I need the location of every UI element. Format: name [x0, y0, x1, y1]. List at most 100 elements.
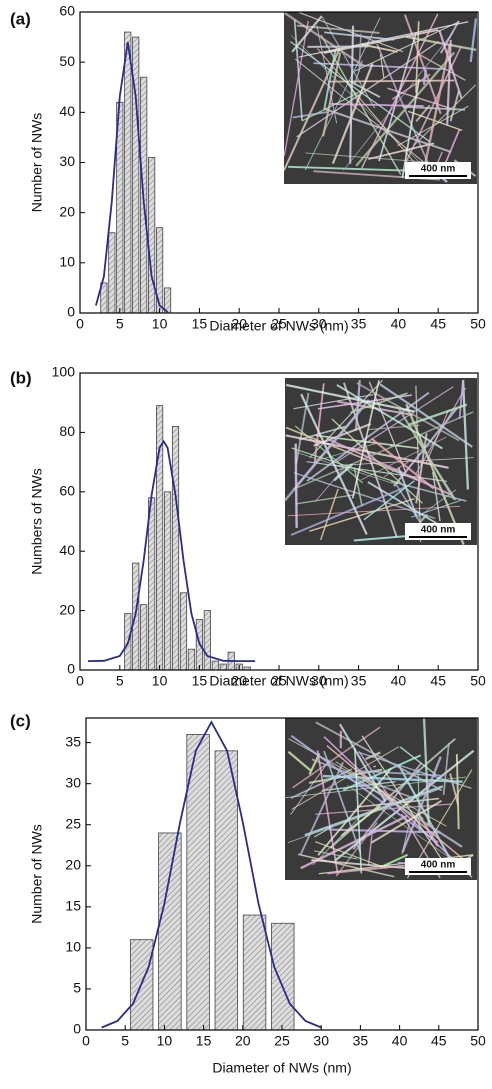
nanowire [292, 411, 474, 491]
nanowire [330, 103, 424, 107]
y-tick-label: 10 [65, 939, 81, 955]
nanowire [331, 63, 374, 165]
x-tick-label: 15 [192, 316, 208, 332]
y-tick-label: 60 [59, 3, 75, 19]
nanowire [351, 380, 380, 499]
y-tick-label: 15 [65, 898, 81, 914]
nanowire [301, 90, 363, 122]
x-tick-label: 0 [82, 1033, 90, 1049]
x-tick-label: 40 [392, 1033, 408, 1049]
nanowire [356, 778, 463, 848]
nanowire [322, 52, 342, 137]
nanowire [293, 394, 374, 410]
bar [140, 604, 148, 671]
bar [187, 648, 196, 671]
x-tick-label: 5 [116, 316, 124, 332]
nanowire [314, 465, 346, 502]
nanowire [420, 54, 466, 81]
nanowire [293, 472, 436, 520]
nanowire [365, 751, 381, 761]
nanowire [300, 393, 368, 535]
nanowire [329, 79, 455, 83]
x-tick-label: 35 [351, 673, 367, 689]
nanowire [291, 447, 400, 484]
scale-label: 400 nm [421, 860, 456, 871]
nanowire [306, 461, 447, 483]
nanowire [343, 31, 454, 171]
y-tick-label: 10 [59, 254, 75, 270]
nanowire [401, 823, 410, 855]
inset-texture [284, 379, 474, 546]
y-tick-label: 20 [59, 601, 75, 617]
nanowire [287, 750, 312, 772]
y-tick-label: 60 [59, 483, 75, 499]
nanowire [360, 436, 447, 481]
nanowire [297, 853, 395, 878]
x-tick-label: 25 [271, 673, 287, 689]
nanowire [318, 854, 473, 875]
nanowire [350, 81, 381, 98]
y-tick-label: 0 [67, 304, 75, 320]
y-tick-label: 80 [59, 423, 75, 439]
y-tick-label: 40 [59, 542, 75, 558]
bar [148, 157, 156, 314]
nanowire [449, 773, 459, 806]
nanowire [349, 25, 355, 164]
nanowire [291, 746, 400, 810]
nanowire [361, 735, 449, 870]
fit-curve [95, 41, 169, 313]
bar [271, 922, 295, 1031]
nanowire [405, 403, 465, 546]
nanowire [288, 165, 407, 172]
nanowire [339, 723, 387, 803]
fit-curve [87, 439, 256, 662]
x-tick-label: 10 [157, 1033, 173, 1049]
x-tick-label: 10 [152, 316, 168, 332]
nanowire [290, 759, 331, 815]
nanowire [340, 805, 382, 837]
x-axis-label: Diameter of NWs (nm) [209, 318, 348, 334]
x-axis-label: Diameter of NWs (nm) [209, 673, 348, 689]
panel-label: (c) [10, 711, 31, 730]
nanowire [378, 32, 417, 162]
x-tick-label: 50 [470, 1033, 486, 1049]
panel-label: (a) [10, 9, 31, 28]
bar [211, 660, 219, 671]
x-tick-label: 40 [391, 316, 407, 332]
nanowire [296, 40, 440, 138]
bar [158, 832, 182, 1031]
nanowire [323, 736, 473, 878]
nanowire [284, 407, 363, 502]
nanowire [342, 382, 398, 538]
x-tick-label: 20 [231, 316, 247, 332]
nanowire [418, 513, 428, 524]
x-axis-label: Diameter of NWs (nm) [212, 1060, 351, 1076]
nanowire [442, 743, 450, 796]
nanowire [291, 15, 323, 53]
bar [124, 31, 132, 314]
nanowire [287, 788, 441, 843]
scale-label: 400 nm [421, 525, 456, 536]
nanowire [323, 28, 439, 54]
bar [148, 497, 156, 671]
nanowire [336, 386, 454, 463]
nanowire [284, 12, 365, 68]
nanowire [313, 383, 325, 464]
nanowire [298, 425, 347, 441]
nanowire [458, 381, 464, 419]
nanowire [353, 467, 363, 507]
y-tick-label: 30 [65, 774, 81, 790]
bar [163, 491, 172, 671]
x-tick-label: 25 [274, 1033, 290, 1049]
nanowire [323, 50, 337, 110]
x-tick-label: 45 [431, 1033, 447, 1049]
inset-texture [283, 11, 478, 183]
x-tick-label: 30 [313, 1033, 329, 1049]
nanowire [283, 20, 309, 156]
nanowire [397, 467, 418, 517]
bar [179, 592, 188, 671]
x-tick-label: 20 [231, 673, 247, 689]
nanowire [296, 24, 380, 34]
bar [242, 914, 267, 1031]
nanowire [354, 379, 361, 431]
